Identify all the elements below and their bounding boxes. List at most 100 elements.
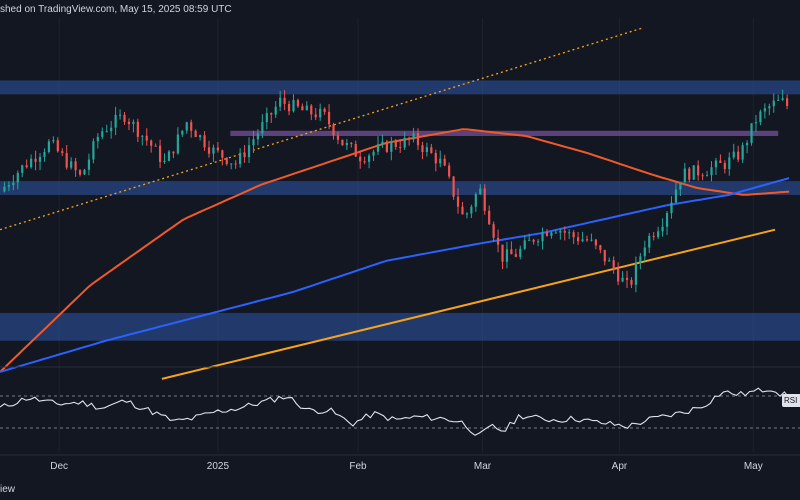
candle-body-57 bbox=[256, 133, 260, 140]
candle-body-89 bbox=[399, 147, 402, 149]
candle-body-36 bbox=[163, 160, 166, 162]
candle-body-157 bbox=[701, 175, 704, 177]
candle-body-0 bbox=[3, 186, 6, 192]
candle-body-6 bbox=[30, 158, 33, 168]
candle-body-37 bbox=[167, 151, 171, 161]
time-tick-2025[interactable]: 2025 bbox=[207, 461, 230, 472]
candle-body-10 bbox=[47, 141, 51, 152]
candle-body-11 bbox=[52, 140, 55, 142]
candle-body-136 bbox=[608, 260, 611, 262]
candle-body-155 bbox=[692, 165, 695, 180]
candle-body-62 bbox=[279, 97, 282, 107]
candle-body-152 bbox=[679, 182, 682, 190]
candle-body-124 bbox=[554, 232, 557, 234]
candle-body-16 bbox=[74, 161, 77, 171]
candle-body-84 bbox=[376, 144, 380, 152]
candle-body-161 bbox=[719, 160, 722, 163]
candle-body-94 bbox=[421, 145, 424, 152]
candle-body-17 bbox=[78, 170, 82, 175]
candle-body-42 bbox=[190, 122, 193, 131]
candle-body-55 bbox=[247, 145, 251, 158]
candle-body-138 bbox=[617, 269, 620, 282]
candle-body-156 bbox=[697, 165, 700, 176]
candle-body-112 bbox=[501, 244, 504, 262]
candle-body-168 bbox=[750, 123, 753, 143]
candle-body-96 bbox=[430, 147, 433, 153]
time-tick-mar[interactable]: Mar bbox=[474, 461, 492, 472]
candle-body-20 bbox=[92, 141, 95, 160]
candle-body-18 bbox=[83, 169, 86, 175]
candle-body-106 bbox=[474, 194, 477, 207]
candle-body-81 bbox=[363, 161, 366, 163]
rsi-label: RSI bbox=[782, 394, 800, 407]
candle-body-45 bbox=[203, 135, 206, 148]
trendline-1 bbox=[161, 228, 776, 380]
candle-body-87 bbox=[390, 141, 393, 152]
candle-body-79 bbox=[354, 143, 357, 157]
candle-body-3 bbox=[16, 172, 19, 183]
candle-body-122 bbox=[545, 232, 549, 236]
candle-body-46 bbox=[207, 147, 211, 154]
candle-body-164 bbox=[732, 151, 735, 158]
candle-body-162 bbox=[723, 162, 726, 170]
candle-body-41 bbox=[185, 122, 188, 131]
moving-averages-layer bbox=[0, 128, 790, 373]
candle-body-135 bbox=[603, 249, 606, 262]
zone-0 bbox=[0, 80, 800, 95]
ma-line-1 bbox=[0, 177, 790, 373]
candle-body-166 bbox=[741, 145, 744, 160]
candle-body-176 bbox=[786, 98, 789, 107]
candle-body-167 bbox=[745, 142, 749, 146]
candle-body-39 bbox=[176, 134, 179, 154]
time-tick-apr[interactable]: Apr bbox=[612, 461, 628, 472]
candle-body-113 bbox=[505, 249, 509, 262]
candle-body-101 bbox=[452, 176, 455, 197]
candle-body-65 bbox=[292, 100, 295, 112]
candle-body-8 bbox=[38, 156, 42, 162]
candle-body-33 bbox=[150, 140, 153, 146]
candle-body-14 bbox=[65, 153, 68, 168]
rsi-line bbox=[0, 387, 790, 436]
candle-body-2 bbox=[12, 182, 15, 186]
candle-body-165 bbox=[737, 151, 740, 160]
candle-body-86 bbox=[385, 141, 388, 152]
candle-body-32 bbox=[145, 135, 148, 141]
candle-body-7 bbox=[34, 158, 37, 162]
time-tick-may[interactable]: May bbox=[744, 461, 763, 472]
candle-body-126 bbox=[563, 230, 566, 233]
time-tick-feb[interactable]: Feb bbox=[349, 461, 367, 472]
candle-body-70 bbox=[314, 114, 317, 118]
candle-body-128 bbox=[572, 232, 575, 238]
publish-header: shed on TradingView.com, May 15, 2025 08… bbox=[0, 4, 232, 15]
candle-body-111 bbox=[496, 237, 500, 245]
candle-body-125 bbox=[559, 230, 562, 233]
candle-body-15 bbox=[70, 161, 73, 168]
candle-body-88 bbox=[394, 141, 397, 148]
candle-body-129 bbox=[576, 237, 580, 242]
candle-body-54 bbox=[243, 152, 246, 158]
candle-body-169 bbox=[754, 122, 758, 124]
candle-body-72 bbox=[323, 108, 326, 112]
time-axis[interactable]: Dec 2025 Feb Mar Apr May bbox=[50, 461, 763, 472]
candles-layer bbox=[3, 89, 789, 293]
time-tick-dec[interactable]: Dec bbox=[50, 461, 68, 472]
candle-body-38 bbox=[172, 151, 175, 154]
candle-body-82 bbox=[367, 155, 371, 162]
candle-body-74 bbox=[332, 124, 335, 136]
candle-body-144 bbox=[643, 247, 646, 257]
candle-body-99 bbox=[443, 158, 446, 166]
candle-body-24 bbox=[110, 127, 113, 132]
candle-body-154 bbox=[688, 168, 691, 180]
candle-body-139 bbox=[621, 277, 624, 282]
candle-body-28 bbox=[127, 121, 131, 125]
candle-body-110 bbox=[492, 224, 495, 238]
candle-body-97 bbox=[434, 152, 437, 164]
tradingview-watermark[interactable]: iew bbox=[0, 484, 16, 495]
candle-body-27 bbox=[123, 114, 126, 122]
candle-body-91 bbox=[408, 137, 411, 140]
candle-body-100 bbox=[448, 165, 451, 177]
candle-body-173 bbox=[772, 100, 775, 107]
zones-layer bbox=[0, 80, 800, 341]
